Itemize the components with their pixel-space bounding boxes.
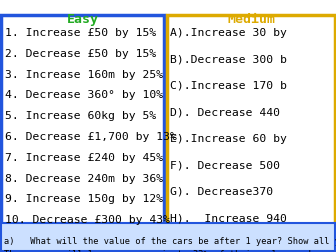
Text: 8. Decrease 240m by 36%: 8. Decrease 240m by 36% xyxy=(5,174,163,184)
Text: 7. Increase £240 by 45%: 7. Increase £240 by 45% xyxy=(5,153,163,163)
Text: E).Increase 60 by: E).Increase 60 by xyxy=(170,134,287,144)
Text: 1. Increase £50 by 15%: 1. Increase £50 by 15% xyxy=(5,28,156,38)
Text: 10. Decrease £300 by 43%: 10. Decrease £300 by 43% xyxy=(5,215,170,225)
Bar xyxy=(167,15,335,247)
Text: 5. Increase 60kg by 5%: 5. Increase 60kg by 5% xyxy=(5,111,156,121)
Text: 2. Decrease £50 by 15%: 2. Decrease £50 by 15% xyxy=(5,49,156,59)
Text: Medium: Medium xyxy=(227,13,275,26)
Text: D). Decrease 440: D). Decrease 440 xyxy=(170,108,280,117)
Text: G). Decrease370: G). Decrease370 xyxy=(170,187,273,197)
Text: H).  Increase 940: H). Increase 940 xyxy=(170,213,287,224)
Text: a)   What will the value of the cars be after 1 year? Show all you: a) What will the value of the cars be af… xyxy=(4,237,336,246)
Bar xyxy=(1,15,164,247)
Text: 3. Increase 160m by 25%: 3. Increase 160m by 25% xyxy=(5,70,163,80)
Text: These cars will lose an approximate 32% of their value each yea: These cars will lose an approximate 32% … xyxy=(4,250,335,252)
Text: C).Increase 170 b: C).Increase 170 b xyxy=(170,81,287,91)
Text: 6. Decrease £1,700 by 13%: 6. Decrease £1,700 by 13% xyxy=(5,132,177,142)
Text: A).Increase 30 by: A).Increase 30 by xyxy=(170,28,287,38)
Text: F). Decrease 500: F). Decrease 500 xyxy=(170,161,280,171)
Text: B).Decrease 300 b: B).Decrease 300 b xyxy=(170,54,287,65)
Text: 9. Increase 150g by 12%: 9. Increase 150g by 12% xyxy=(5,194,163,204)
Text: 4. Decrease 360° by 10%: 4. Decrease 360° by 10% xyxy=(5,90,163,100)
Bar xyxy=(1,223,335,251)
Text: Easy: Easy xyxy=(67,13,99,26)
